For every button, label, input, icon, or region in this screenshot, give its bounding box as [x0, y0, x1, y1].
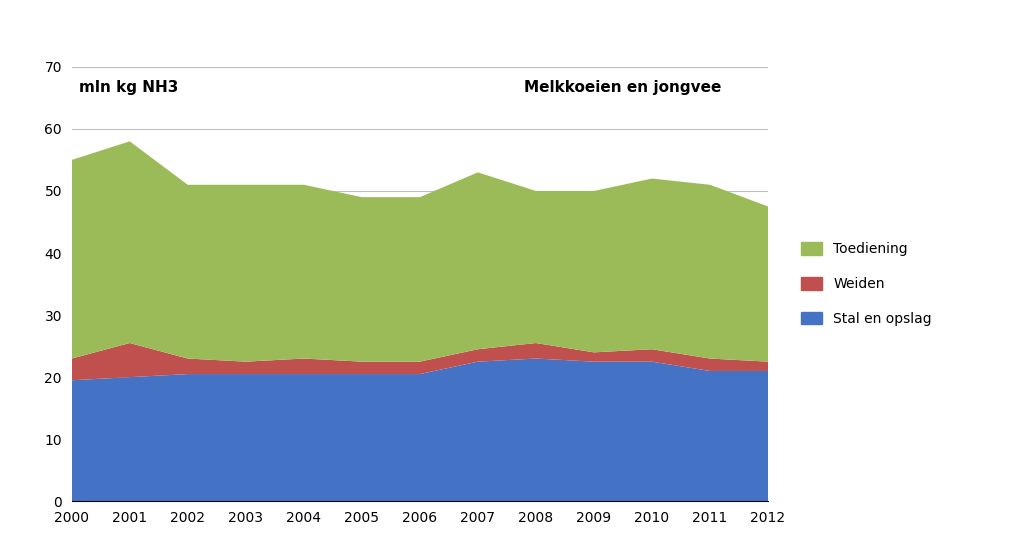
Legend: Toediening, Weiden, Stal en opslag: Toediening, Weiden, Stal en opslag: [796, 237, 938, 331]
Text: mln kg NH3: mln kg NH3: [79, 80, 178, 95]
Text: Melkkoeien en jongvee: Melkkoeien en jongvee: [524, 80, 722, 95]
